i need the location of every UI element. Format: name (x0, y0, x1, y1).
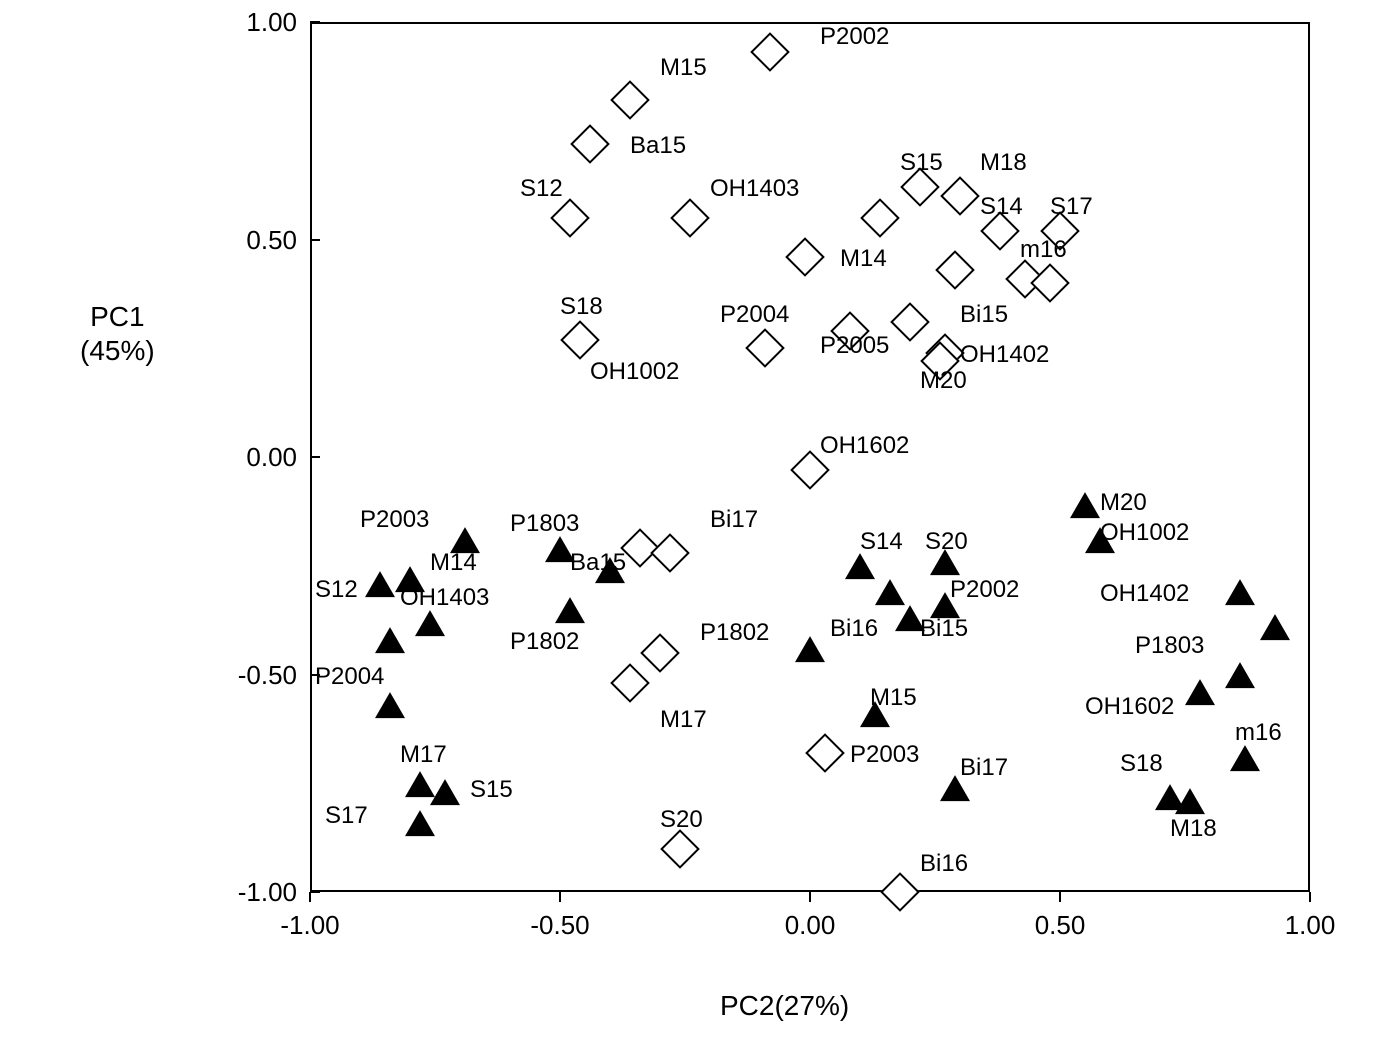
x-tick (559, 892, 561, 902)
point-label: S12 (315, 576, 358, 604)
point-label: Bi17 (710, 506, 758, 534)
triangle-marker (1175, 788, 1205, 814)
point-label: M18 (980, 149, 1027, 177)
triangle-marker (1225, 579, 1255, 605)
x-axis-label: PC2(27%) (720, 990, 849, 1022)
point-label: M15 (870, 684, 917, 712)
triangle-marker (875, 579, 905, 605)
y-axis-label-line1: PC1 (90, 301, 144, 332)
point-label: P2003 (850, 741, 919, 769)
point-label: OH1402 (1100, 580, 1189, 608)
x-tick-label: 0.50 (1020, 910, 1100, 941)
point-label: OH1002 (1100, 519, 1189, 547)
point-label: P1803 (1135, 632, 1204, 660)
point-label: P1802 (700, 619, 769, 647)
point-label: Bi15 (920, 615, 968, 643)
point-label: m16 (1235, 719, 1282, 747)
pca-scatter-chart: PC1 (45%) PC2(27%) -1.00 -0.50 0.00 0.50 1.0… (0, 0, 1379, 1042)
triangle-marker (375, 692, 405, 718)
triangle-marker (1260, 614, 1290, 640)
point-label: S15 (470, 776, 513, 804)
y-tick-label: 1.00 (177, 7, 297, 38)
y-tick (310, 456, 320, 458)
point-label: S17 (1050, 193, 1093, 221)
triangle-marker (795, 636, 825, 662)
point-label: Bi16 (830, 615, 878, 643)
triangle-marker (555, 597, 585, 623)
point-label: M18 (1170, 815, 1217, 843)
point-label: Bi16 (920, 850, 968, 878)
point-label: M20 (1100, 489, 1147, 517)
triangle-marker (1070, 492, 1100, 518)
point-label: P1803 (510, 510, 579, 538)
point-label: M20 (920, 367, 967, 395)
point-label: Ba15 (630, 132, 686, 160)
triangle-marker (430, 779, 460, 805)
x-tick-label: 0.00 (770, 910, 850, 941)
triangle-marker (1230, 745, 1260, 771)
point-label: P2003 (360, 506, 429, 534)
point-label: S14 (980, 193, 1023, 221)
point-label: S15 (900, 149, 943, 177)
point-label: P2004 (315, 663, 384, 691)
y-tick-label: -0.50 (177, 660, 297, 691)
point-label: M14 (840, 245, 887, 273)
x-tick (1059, 892, 1061, 902)
y-tick (310, 21, 320, 23)
point-label: S17 (325, 802, 368, 830)
triangle-marker (415, 610, 445, 636)
x-tick-label: -0.50 (520, 910, 600, 941)
x-tick (1309, 892, 1311, 902)
point-label: P1802 (510, 628, 579, 656)
x-tick-label: 1.00 (1270, 910, 1350, 941)
y-axis-label: PC1 (45%) (80, 300, 155, 367)
point-label: OH1602 (1085, 693, 1174, 721)
x-tick-label: -1.00 (270, 910, 350, 941)
point-label: P2002 (950, 576, 1019, 604)
point-label: S14 (860, 528, 903, 556)
point-label: Bi17 (960, 754, 1008, 782)
triangle-marker (1185, 679, 1215, 705)
triangle-marker (365, 571, 395, 597)
point-label: S18 (560, 293, 603, 321)
y-tick (310, 891, 320, 893)
point-label: S12 (520, 175, 563, 203)
triangle-marker (845, 553, 875, 579)
point-label: OH1403 (710, 175, 799, 203)
y-axis-label-line2: (45%) (80, 335, 155, 366)
point-label: M17 (660, 706, 707, 734)
y-tick-label: 0.00 (177, 442, 297, 473)
y-tick-label: -1.00 (177, 877, 297, 908)
triangle-marker (375, 627, 405, 653)
point-label: Bi15 (960, 301, 1008, 329)
point-label: M14 (430, 549, 477, 577)
x-tick (809, 892, 811, 902)
point-label: OH1002 (590, 358, 679, 386)
point-label: Ba15 (570, 549, 626, 577)
point-label: M15 (660, 54, 707, 82)
point-label: P2002 (820, 23, 889, 51)
triangle-marker (405, 810, 435, 836)
x-tick (309, 892, 311, 902)
point-label: OH1403 (400, 584, 489, 612)
point-label: OH1402 (960, 341, 1049, 369)
point-label: S20 (925, 528, 968, 556)
y-tick-label: 0.50 (177, 225, 297, 256)
point-label: S20 (660, 806, 703, 834)
y-tick (310, 239, 320, 241)
point-label: OH1602 (820, 432, 909, 460)
point-label: m16 (1020, 236, 1067, 264)
triangle-marker (1225, 662, 1255, 688)
point-label: P2005 (820, 332, 889, 360)
point-label: M17 (400, 741, 447, 769)
point-label: P2004 (720, 301, 789, 329)
point-label: S18 (1120, 750, 1163, 778)
